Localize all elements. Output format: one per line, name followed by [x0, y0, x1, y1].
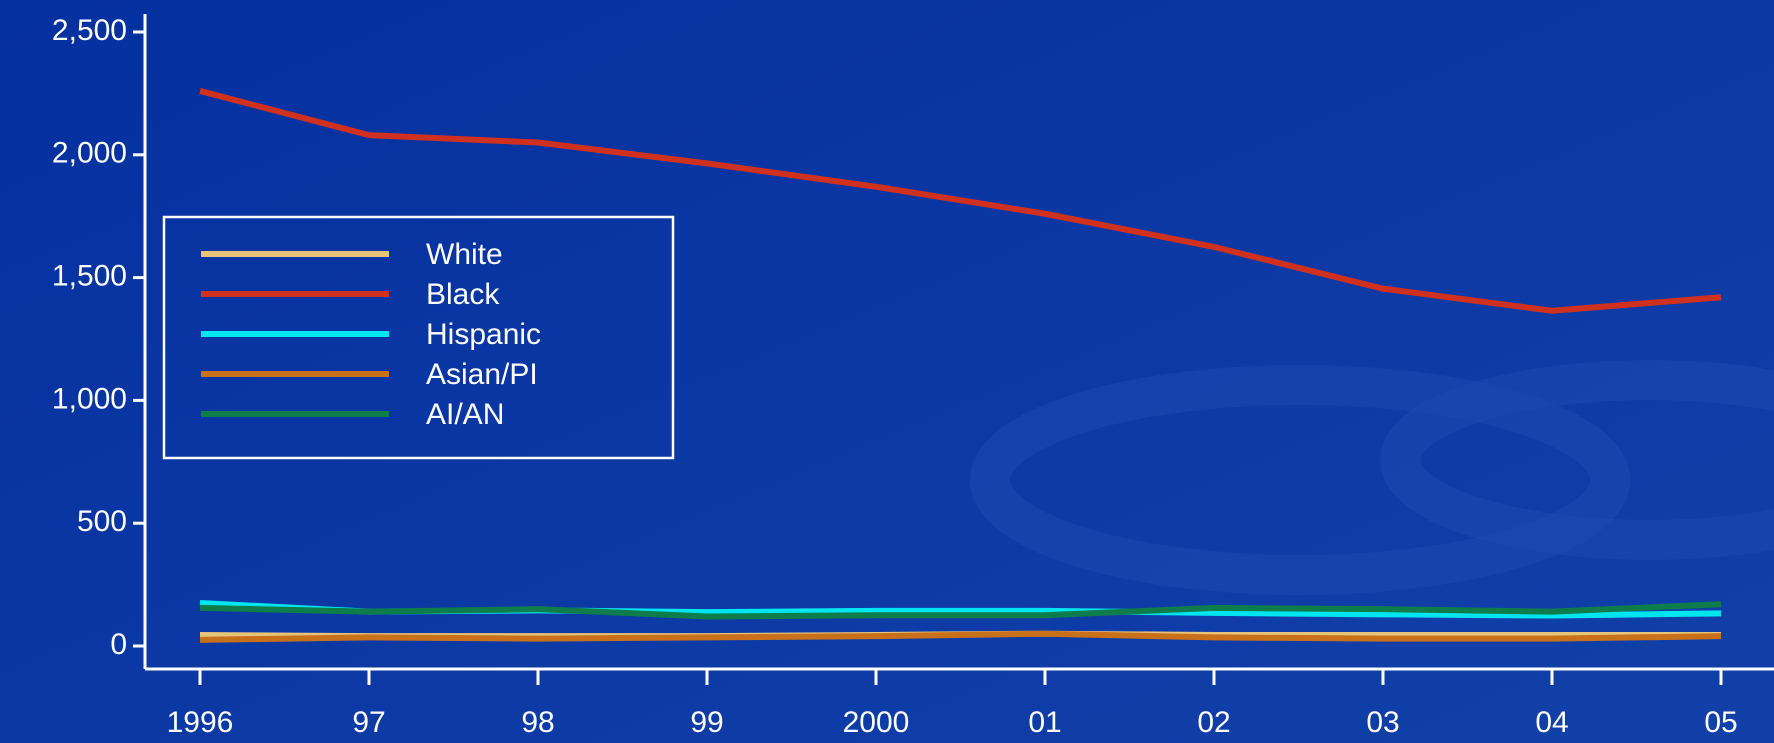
series-line [199, 88, 1722, 314]
x-tick-label: 99 [690, 706, 723, 739]
y-tick-label: 1,000 [52, 382, 127, 415]
legend-label: Asian/PI [426, 358, 538, 391]
legend-label: Hispanic [426, 318, 541, 351]
y-tick-label: 500 [77, 505, 127, 538]
x-tick-label: 01 [1028, 706, 1061, 739]
x-tick-label: 97 [352, 706, 385, 739]
x-tick-label: 02 [1197, 706, 1230, 739]
x-tick-label: 05 [1704, 706, 1737, 739]
x-tick-label: 98 [521, 706, 554, 739]
y-tick-label: 2,500 [52, 14, 127, 47]
x-tick-label: 2000 [843, 706, 910, 739]
x-tick-label: 04 [1535, 706, 1568, 739]
legend-label: White [426, 238, 503, 271]
y-tick-label: 1,500 [52, 260, 127, 293]
legend-label: Black [426, 278, 500, 311]
legend-box [162, 215, 675, 460]
decoration [970, 365, 1630, 595]
x-tick-label: 1996 [167, 706, 234, 739]
x-tick-label: 03 [1366, 706, 1399, 739]
y-tick-label: 2,000 [52, 137, 127, 170]
series-line [199, 601, 1722, 620]
series-line [199, 630, 1722, 643]
y-tick-label: 0 [110, 628, 127, 661]
decoration [1380, 360, 1774, 560]
legend-label: AI/AN [426, 398, 504, 431]
